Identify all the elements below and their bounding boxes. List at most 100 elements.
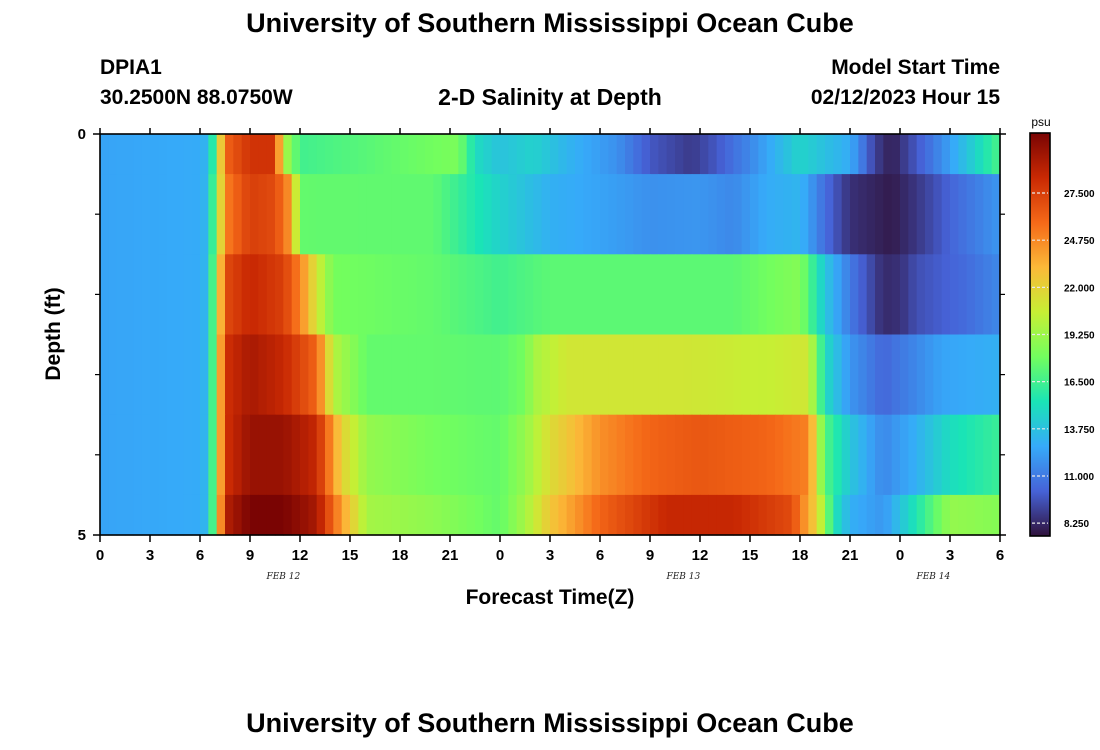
heat-cell <box>358 254 368 336</box>
heat-cell <box>391 174 401 255</box>
heat-cell <box>966 414 976 496</box>
heat-cell <box>991 254 1001 336</box>
heat-cell <box>900 254 909 336</box>
heat-cell <box>750 494 759 536</box>
heat-cell <box>275 174 284 255</box>
heat-cell <box>725 494 734 536</box>
heat-cell <box>341 134 351 175</box>
heat-cell <box>541 414 551 496</box>
heat-cell <box>350 414 359 496</box>
heat-cell <box>616 334 626 416</box>
heat-cell <box>683 334 693 416</box>
heat-cell <box>258 134 268 175</box>
heat-cell <box>441 254 451 336</box>
heat-cell <box>291 134 301 175</box>
heat-cell <box>300 414 309 496</box>
heat-cell <box>325 134 334 175</box>
heat-cell <box>558 494 568 536</box>
heat-cell <box>108 174 118 255</box>
heat-cell <box>975 414 984 496</box>
heat-cell <box>583 334 593 416</box>
heat-cell <box>550 174 559 255</box>
x-tick-label: 0 <box>496 547 504 564</box>
station-id: DPIA1 <box>100 56 162 79</box>
heat-cell <box>741 414 751 496</box>
heat-cell <box>300 254 309 336</box>
heat-cell <box>325 334 334 416</box>
heat-cell <box>566 134 576 175</box>
y-axis-label: Depth (ft) <box>42 287 65 380</box>
x-tick-label: 3 <box>946 547 954 564</box>
x-tick-label: 12 <box>692 547 709 564</box>
heat-cell <box>916 174 926 255</box>
x-tick-label: 15 <box>342 547 359 564</box>
heat-cell <box>133 254 143 336</box>
heat-cell <box>341 414 351 496</box>
heat-cell <box>116 334 126 416</box>
heat-cell <box>525 414 534 496</box>
heat-cell <box>133 134 143 175</box>
heat-cell <box>191 494 201 536</box>
heat-cell <box>891 134 901 175</box>
heat-cell <box>500 494 509 536</box>
heat-cell <box>208 494 218 536</box>
heat-cell <box>700 334 709 416</box>
heat-cell <box>641 254 651 336</box>
heat-cell <box>458 174 468 255</box>
heat-cell <box>191 334 201 416</box>
heat-cell <box>333 174 343 255</box>
heat-cell <box>650 134 659 175</box>
heat-cell <box>666 494 676 536</box>
heat-cell <box>158 414 168 496</box>
heat-cell <box>600 254 609 336</box>
heat-cell <box>850 254 859 336</box>
heat-cell <box>416 334 426 416</box>
heat-cell <box>750 134 759 175</box>
heat-cell <box>650 174 659 255</box>
heat-cell <box>416 414 426 496</box>
heat-cell <box>400 494 409 536</box>
heat-cell <box>400 174 409 255</box>
heat-cell <box>558 334 568 416</box>
heat-cell <box>375 414 384 496</box>
heat-cell <box>950 134 959 175</box>
heat-cell <box>683 254 693 336</box>
x-tick-label: 21 <box>442 547 459 564</box>
heat-cell <box>958 414 968 496</box>
heat-cell <box>766 134 776 175</box>
heat-cell <box>666 174 676 255</box>
heat-cell <box>733 334 743 416</box>
heat-cell <box>825 174 834 255</box>
heat-cell <box>108 414 118 496</box>
heat-cell <box>658 414 668 496</box>
heat-cell <box>925 414 934 496</box>
heat-cell <box>416 134 426 175</box>
heat-cell <box>991 494 1001 536</box>
heat-cell <box>450 494 459 536</box>
heat-cell <box>850 174 859 255</box>
heat-cell <box>791 134 801 175</box>
heat-cell <box>583 414 593 496</box>
heat-cell <box>433 334 443 416</box>
heat-cell <box>575 414 584 496</box>
heat-cell <box>175 334 184 416</box>
heat-cell <box>383 254 393 336</box>
heat-cell <box>966 494 976 536</box>
heat-cell <box>691 334 701 416</box>
heat-cell <box>958 134 968 175</box>
y-tick-label: 0 <box>78 126 86 143</box>
heat-cell <box>266 494 276 536</box>
heat-cell <box>775 414 784 496</box>
heat-cell <box>208 174 218 255</box>
heat-cell <box>875 134 884 175</box>
heat-cell <box>116 174 126 255</box>
heat-cell <box>633 414 643 496</box>
heat-cell <box>466 334 476 416</box>
heat-cell <box>400 414 409 496</box>
heat-cell <box>116 414 126 496</box>
colorbar-tick-label: 19.250 <box>1064 331 1095 342</box>
heat-cell <box>533 254 543 336</box>
x-tick-label: 6 <box>596 547 604 564</box>
heat-cell <box>150 134 159 175</box>
